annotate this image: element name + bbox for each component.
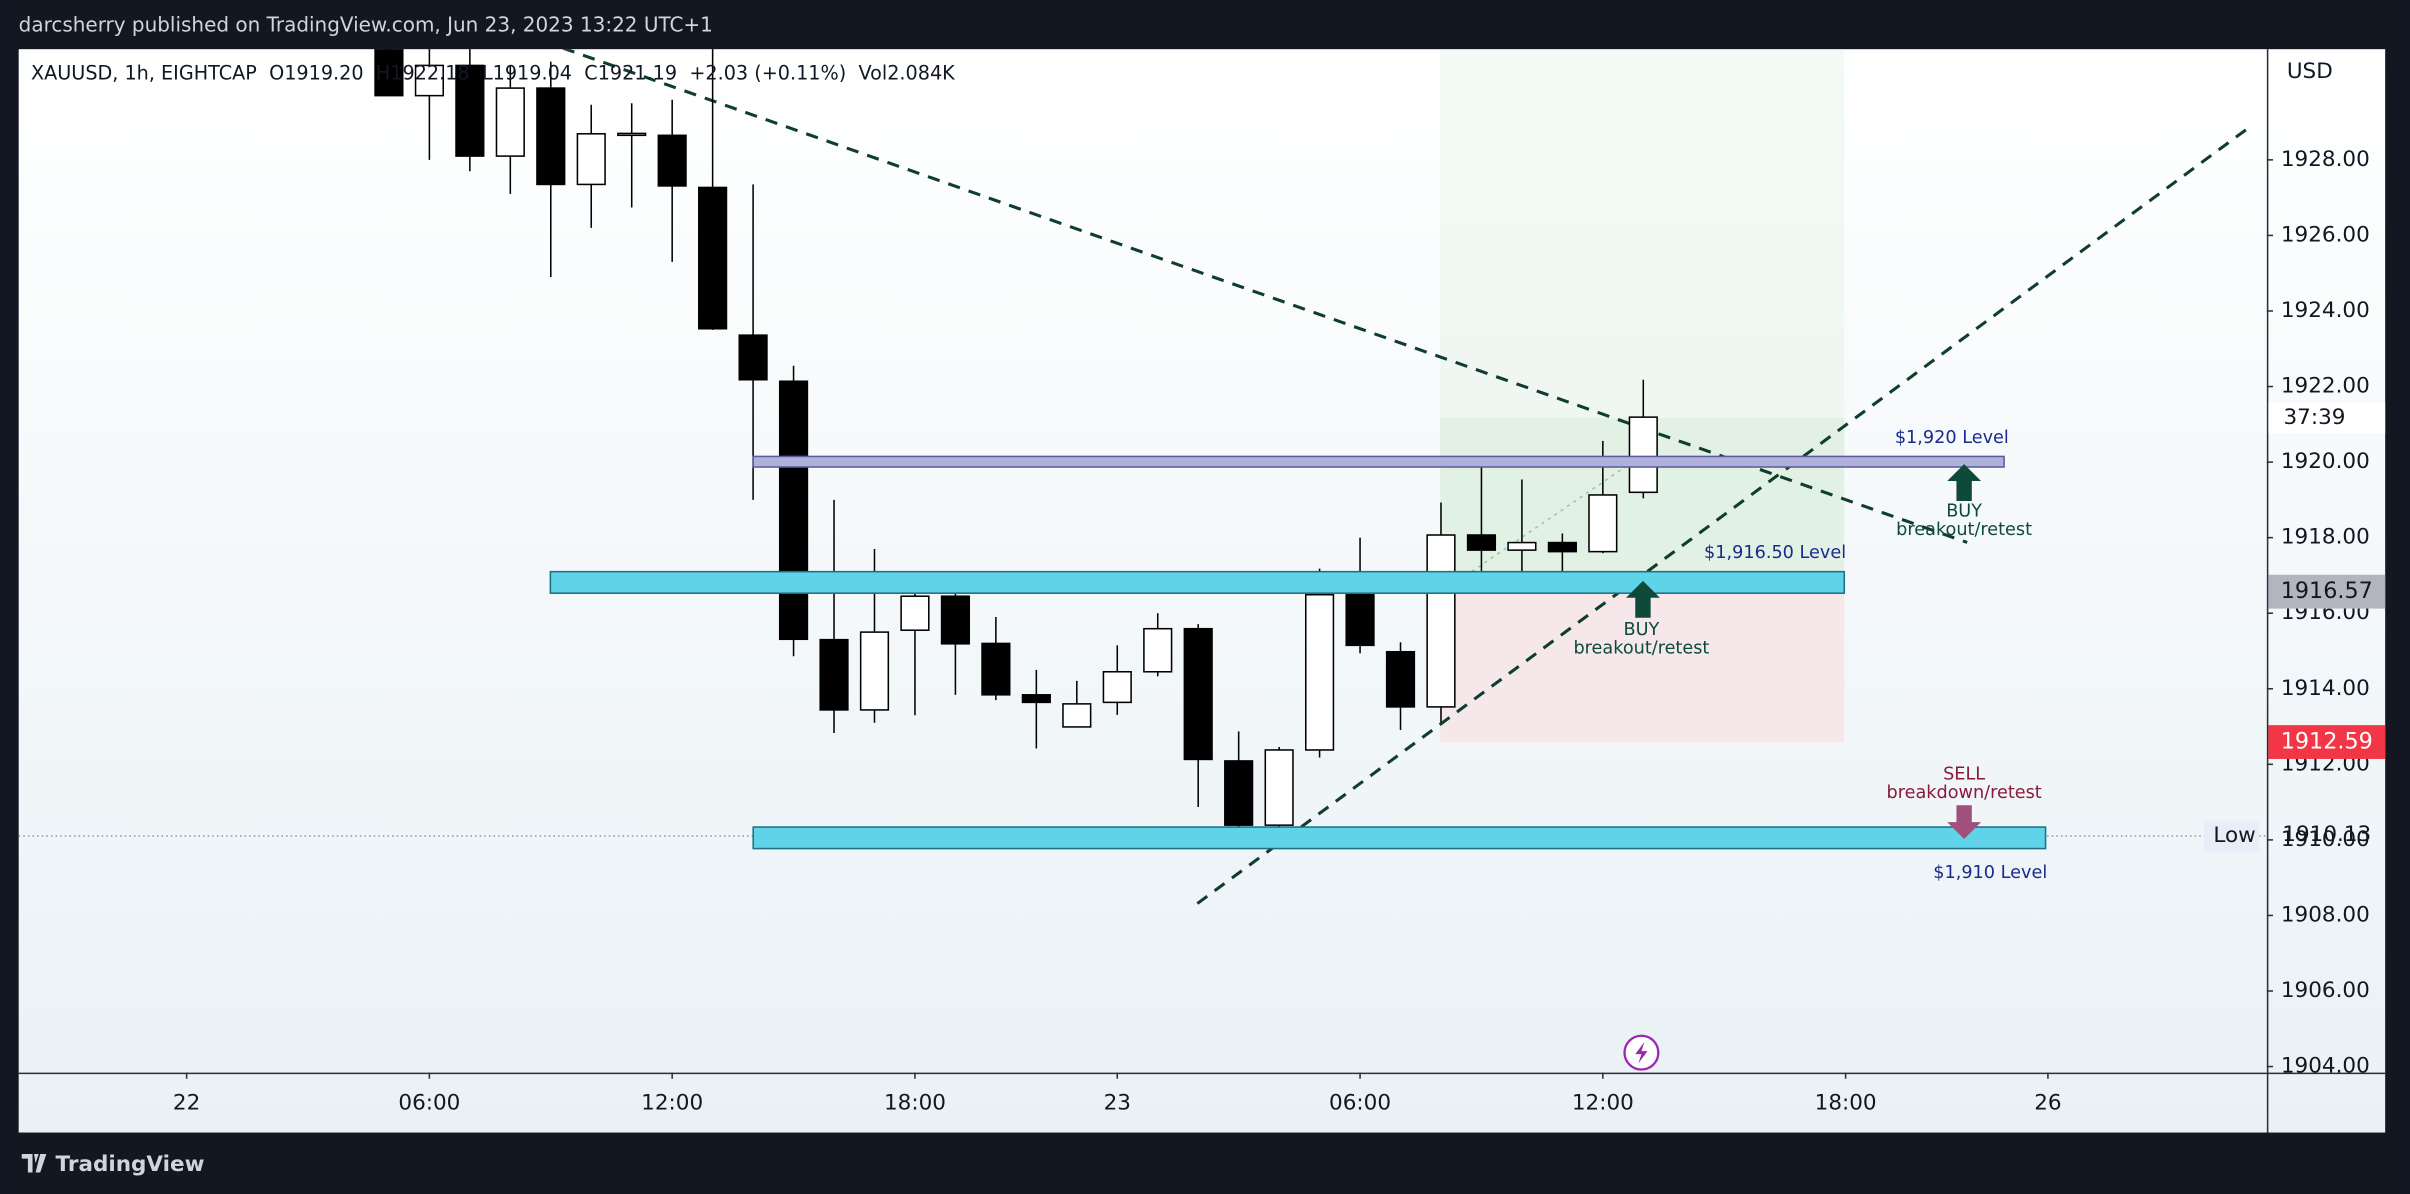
candle-body bbox=[617, 132, 647, 137]
candle-body bbox=[981, 642, 1011, 696]
publisher: darcsherry published on TradingView.com,… bbox=[19, 13, 713, 37]
candle-body bbox=[1264, 749, 1294, 826]
x-tick-label: 06:00 bbox=[398, 1090, 460, 1115]
legend-item: XAUUSD, 1h, EIGHTCAP bbox=[31, 61, 257, 84]
candle-body bbox=[1547, 541, 1577, 553]
event-icon-bolt bbox=[1635, 1041, 1648, 1064]
y-tick-label: 1920.00 bbox=[2281, 449, 2370, 474]
annotation-text: breakdown/retest bbox=[1887, 783, 2042, 803]
brand: TradingView bbox=[56, 1152, 205, 1177]
candle-body bbox=[374, 49, 404, 97]
candle-body bbox=[1183, 627, 1213, 761]
legend-item: +2.03 (+0.11%) bbox=[689, 61, 846, 84]
x-tick-label: 06:00 bbox=[1329, 1090, 1391, 1115]
x-tick-label: 18:00 bbox=[1815, 1090, 1877, 1115]
candle-body bbox=[1304, 593, 1335, 751]
annotation-title: BUY bbox=[1946, 502, 1982, 522]
level-label: $1,916.50 Level bbox=[1704, 543, 1846, 563]
legend: XAUUSD, 1h, EIGHTCAP O1919.20 H1922.18 L191… bbox=[31, 61, 955, 84]
candle-body bbox=[1062, 703, 1092, 728]
level-label: $1,920 Level bbox=[1895, 428, 2009, 448]
candle-body bbox=[900, 595, 930, 631]
buy-arrow bbox=[1626, 580, 1660, 618]
x-tick-label: 18:00 bbox=[884, 1090, 946, 1115]
low-label: Low bbox=[2213, 823, 2255, 848]
plot-area: $1,920 Level $1,916.50 Level $1,910 Level bbox=[18, 49, 2267, 1071]
low-value: 1910.13 bbox=[2282, 822, 2371, 847]
countdown-badge bbox=[2268, 402, 2386, 434]
annotation-text: breakout/retest bbox=[1896, 520, 2032, 540]
x-tick-label: 23 bbox=[1104, 1090, 1131, 1115]
y-tick-label: 1904.00 bbox=[2281, 1054, 2370, 1079]
candle-body bbox=[1143, 627, 1173, 673]
axis-unit: USD bbox=[2287, 59, 2333, 84]
candle-body bbox=[778, 380, 809, 641]
candle-body bbox=[819, 638, 849, 711]
candle-body bbox=[495, 87, 525, 157]
candle-body bbox=[455, 64, 485, 157]
candle-body bbox=[1507, 541, 1537, 551]
level-label: $1,910 Level bbox=[1933, 863, 2047, 883]
candle-body bbox=[940, 595, 971, 645]
candle-body bbox=[1385, 650, 1416, 708]
y-tick-label: 1914.00 bbox=[2281, 676, 2370, 701]
candle-body bbox=[738, 334, 768, 381]
candle-body bbox=[1224, 760, 1254, 826]
level-band bbox=[752, 455, 2005, 468]
candle-body bbox=[576, 133, 606, 186]
legend-item: C1921.19 bbox=[584, 61, 677, 84]
price-badge-label: 1916.57 bbox=[2281, 578, 2373, 604]
x-tick-label: 12:00 bbox=[1572, 1090, 1634, 1115]
candle-body bbox=[414, 64, 444, 97]
level-band bbox=[752, 826, 2047, 850]
levels: $1,920 Level $1,916.50 Level $1,910 Level bbox=[549, 428, 2047, 883]
legend-item: O1919.20 bbox=[269, 61, 363, 84]
annotation-title: BUY bbox=[1624, 620, 1660, 640]
legend-item: H1922.18 bbox=[376, 61, 470, 84]
low-badge bbox=[2203, 820, 2260, 852]
legend-item: Vol2.084K bbox=[859, 61, 956, 84]
y-tick-label: 1926.00 bbox=[2281, 222, 2370, 247]
y-tick-label: 1906.00 bbox=[2281, 978, 2370, 1003]
candle-body bbox=[1426, 534, 1456, 708]
level-band bbox=[549, 570, 1846, 594]
countdown: 37:39 bbox=[2283, 405, 2345, 430]
target-zone bbox=[1440, 49, 1845, 418]
y-tick-label: 1908.00 bbox=[2281, 902, 2370, 927]
buy-arrow bbox=[1947, 464, 1982, 501]
candle-body bbox=[859, 631, 890, 711]
legend-item: L1919.04 bbox=[482, 61, 572, 84]
candles bbox=[374, 49, 1658, 835]
y-tick-label: 1928.00 bbox=[2281, 147, 2370, 172]
annotation-text: breakout/retest bbox=[1573, 638, 1709, 658]
candle-body bbox=[536, 87, 566, 186]
candle-body bbox=[1345, 593, 1375, 647]
y-tick-label: 1922.00 bbox=[2281, 374, 2370, 399]
position-line bbox=[1439, 454, 1644, 594]
candle-body bbox=[657, 134, 687, 187]
stop-zone bbox=[1440, 593, 1845, 743]
candle-body bbox=[698, 186, 728, 330]
candle-body bbox=[1628, 416, 1658, 494]
price-badge bbox=[2268, 574, 2386, 609]
price-badge-label: 1912.59 bbox=[2281, 729, 2373, 755]
candle-body bbox=[1021, 694, 1051, 704]
annotation-title: SELL bbox=[1943, 764, 1985, 784]
y-tick-label: 1918.00 bbox=[2281, 525, 2370, 550]
y-tick-label: 1910.00 bbox=[2281, 827, 2370, 852]
trend-line bbox=[1196, 127, 2248, 905]
x-tick-label: 12:00 bbox=[641, 1090, 703, 1115]
candle-body bbox=[1588, 494, 1618, 553]
sell-arrow bbox=[1947, 805, 1982, 840]
price-badge bbox=[2268, 725, 2386, 759]
x-tick-label: 22 bbox=[173, 1090, 200, 1115]
candle-body bbox=[1466, 534, 1497, 551]
y-tick-label: 1924.00 bbox=[2281, 298, 2370, 323]
x-tick-label: 26 bbox=[2034, 1090, 2061, 1115]
candle-body bbox=[1102, 671, 1132, 704]
